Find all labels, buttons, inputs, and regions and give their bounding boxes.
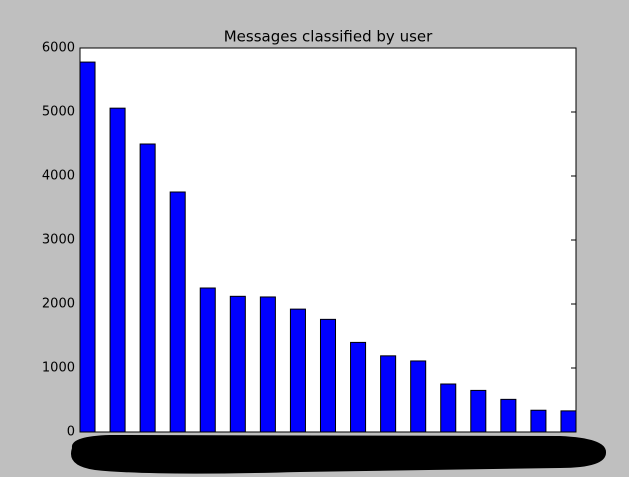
bar (289, 308, 306, 433)
bar (440, 383, 457, 433)
y-tick-label: 5000 (42, 105, 75, 120)
y-tick-label: 3000 (42, 233, 75, 248)
bar (199, 287, 216, 433)
bar (410, 360, 427, 433)
bar (560, 410, 577, 433)
y-tick-label: 1000 (42, 361, 75, 376)
plot-frame (79, 47, 577, 433)
bar (139, 143, 156, 433)
bar (319, 318, 337, 433)
bar (500, 398, 517, 433)
y-tick-label: 2000 (42, 297, 75, 312)
bar (380, 355, 397, 433)
bar (530, 409, 547, 433)
y-tick-label: 0 (67, 425, 75, 440)
bar (350, 341, 367, 433)
redaction-scribble (70, 435, 607, 474)
bar (470, 389, 487, 433)
bar (109, 107, 126, 433)
y-tick-label: 6000 (42, 41, 75, 56)
y-tick-label: 4000 (42, 169, 75, 184)
bar (169, 191, 186, 433)
bar (79, 61, 96, 433)
bar (259, 296, 276, 433)
bar (229, 295, 246, 433)
chart-title: Messages classified by user (224, 28, 433, 46)
